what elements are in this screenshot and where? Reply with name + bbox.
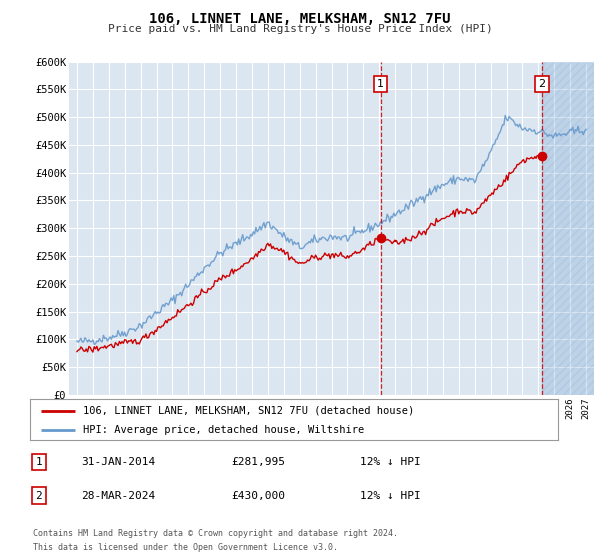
Text: 1: 1	[377, 79, 384, 89]
Text: 28-MAR-2024: 28-MAR-2024	[81, 491, 155, 501]
Text: Contains HM Land Registry data © Crown copyright and database right 2024.: Contains HM Land Registry data © Crown c…	[33, 529, 398, 538]
Bar	[542, 62, 594, 395]
Text: 106, LINNET LANE, MELKSHAM, SN12 7FU (detached house): 106, LINNET LANE, MELKSHAM, SN12 7FU (de…	[83, 405, 414, 416]
Bar	[542, 62, 594, 395]
Text: 2: 2	[35, 491, 43, 501]
Text: 2: 2	[539, 79, 545, 89]
Text: Price paid vs. HM Land Registry's House Price Index (HPI): Price paid vs. HM Land Registry's House …	[107, 24, 493, 34]
Text: 31-JAN-2014: 31-JAN-2014	[81, 457, 155, 467]
Text: 1: 1	[35, 457, 43, 467]
Text: £430,000: £430,000	[231, 491, 285, 501]
Text: 106, LINNET LANE, MELKSHAM, SN12 7FU: 106, LINNET LANE, MELKSHAM, SN12 7FU	[149, 12, 451, 26]
Text: £281,995: £281,995	[231, 457, 285, 467]
Text: This data is licensed under the Open Government Licence v3.0.: This data is licensed under the Open Gov…	[33, 543, 338, 552]
Text: 12% ↓ HPI: 12% ↓ HPI	[360, 457, 421, 467]
Text: 12% ↓ HPI: 12% ↓ HPI	[360, 491, 421, 501]
Text: HPI: Average price, detached house, Wiltshire: HPI: Average price, detached house, Wilt…	[83, 424, 364, 435]
